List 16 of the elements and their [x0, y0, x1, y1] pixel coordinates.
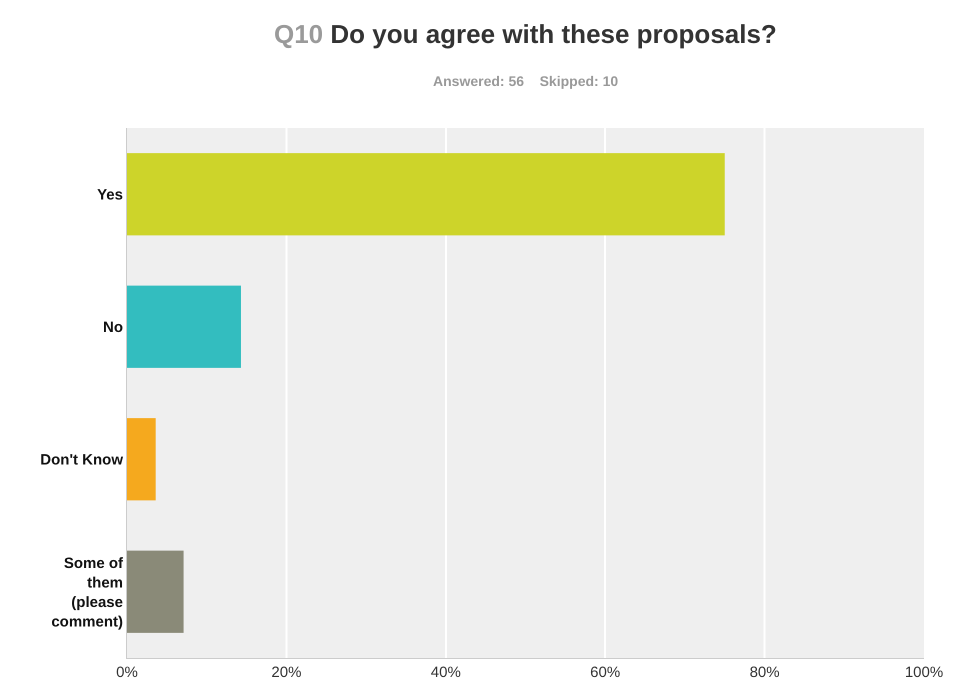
- y-tick-label: No: [103, 319, 123, 336]
- x-tick-label: 40%: [430, 664, 461, 681]
- bar: [127, 418, 156, 500]
- y-tick-label: Don't Know: [40, 452, 124, 468]
- bar: [127, 550, 184, 633]
- x-tick-label: 100%: [904, 664, 944, 681]
- chart-subtitle: Answered: 56 Skipped: 10: [433, 73, 618, 89]
- x-tick-label: 60%: [590, 664, 620, 681]
- x-tick-label: 80%: [750, 664, 780, 681]
- x-tick-label: 0%: [116, 664, 138, 681]
- chart-title: Q10 Do you agree with these proposals?: [274, 19, 777, 49]
- y-tick-label: Some of them (please comment): [51, 554, 124, 630]
- y-tick-label: Yes: [97, 186, 123, 204]
- bar: [127, 153, 725, 236]
- bar: [127, 286, 241, 368]
- x-tick-label: 20%: [271, 664, 302, 681]
